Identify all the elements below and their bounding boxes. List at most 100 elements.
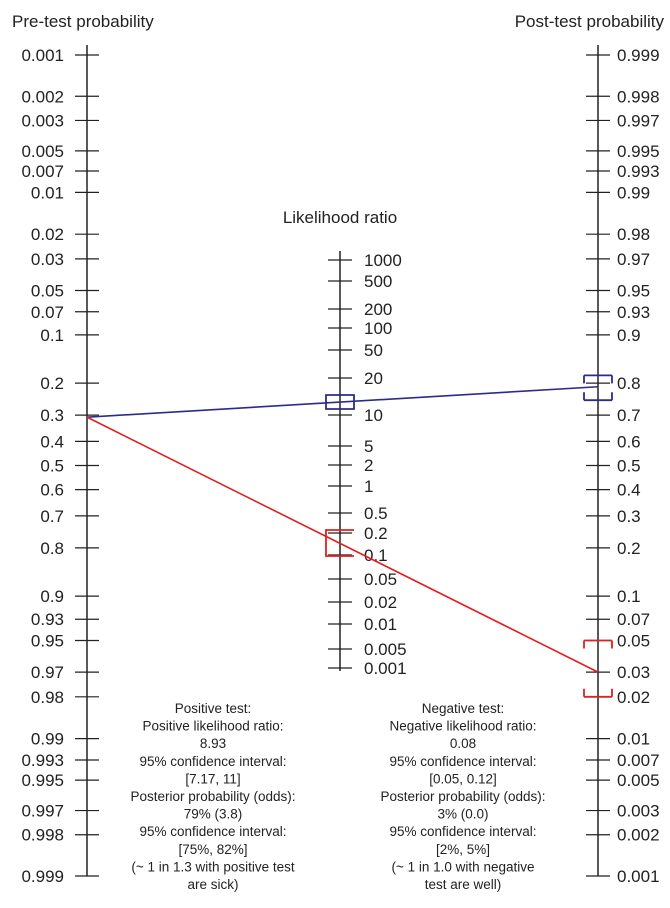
negative-test-summary: Negative test: Negative likelihood ratio:… <box>380 701 545 892</box>
positive-summary-line: 8.93 <box>200 736 226 751</box>
posttest-tick-label: 0.1 <box>617 587 641 606</box>
positive-lr-ci-bracket <box>325 394 355 410</box>
positive-summary-line: [75%, 82%] <box>178 842 247 857</box>
positive-summary-line: (~ 1 in 1.3 with positive test <box>131 859 294 874</box>
positive-summary-line: are sick) <box>187 877 238 892</box>
negative-summary-line: [0.05, 0.12] <box>429 771 497 786</box>
negative-summary-line: Negative likelihood ratio: <box>389 719 536 734</box>
pretest-tick-label: 0.03 <box>31 250 64 269</box>
lr-tick-label: 50 <box>364 341 383 360</box>
posttest-tick-label: 0.997 <box>617 111 660 130</box>
lr-tick-label: 0.1 <box>364 546 388 565</box>
negative-posttest-ci-bracket <box>583 639 613 698</box>
pretest-tick-label: 0.995 <box>21 771 64 790</box>
posttest-tick-label: 0.998 <box>617 87 660 106</box>
negative-summary-line: 0.08 <box>450 736 476 751</box>
positive-summary-line: Positive likelihood ratio: <box>142 719 283 734</box>
posttest-tick-label: 0.003 <box>617 802 660 821</box>
pretest-tick-label: 0.6 <box>40 481 64 500</box>
posttest-tick-label: 0.97 <box>617 250 650 269</box>
lr-tick-label: 0.01 <box>364 615 397 634</box>
pretest-tick-label: 0.999 <box>21 867 64 886</box>
positive-posttest-ci-bracket <box>583 374 613 402</box>
lr-tick-label: 0.001 <box>364 659 407 678</box>
negative-test-line <box>86 416 599 673</box>
lr-tick-label: 500 <box>364 272 392 291</box>
posttest-tick-label: 0.999 <box>617 46 660 65</box>
pretest-tick-label: 0.97 <box>31 663 64 682</box>
negative-summary-line: test are well) <box>425 877 502 892</box>
lr-tick-label: 0.5 <box>364 504 388 523</box>
posttest-tick-label: 0.993 <box>617 162 660 181</box>
posttest-tick-label: 0.6 <box>617 432 641 451</box>
negative-summary-line: [2%, 5%] <box>436 842 490 857</box>
negative-summary-line: 95% confidence interval: <box>389 824 536 839</box>
positive-summary-line: Positive test: <box>175 701 252 716</box>
posttest-tick-label: 0.93 <box>617 303 650 322</box>
lr-tick-label: 0.005 <box>364 640 407 659</box>
posttest-tick-label: 0.05 <box>617 632 650 651</box>
pretest-tick-label: 0.98 <box>31 688 64 707</box>
series-layer <box>86 374 613 698</box>
pretest-tick-label: 0.4 <box>40 432 64 451</box>
negative-summary-line: 3% (0.0) <box>437 807 488 822</box>
posttest-tick-label: 0.9 <box>617 326 641 345</box>
posttest-tick-label: 0.07 <box>617 610 650 629</box>
positive-test-line <box>86 385 599 418</box>
positive-summary-line: Posterior probability (odds): <box>130 789 295 804</box>
positive-summary-line: 95% confidence interval: <box>139 824 286 839</box>
pretest-tick-label: 0.997 <box>21 802 64 821</box>
pretest-tick-label: 0.993 <box>21 751 64 770</box>
pretest-tick-label: 0.02 <box>31 225 64 244</box>
pretest-tick-label: 0.9 <box>40 587 64 606</box>
pretest-tick-label: 0.07 <box>31 303 64 322</box>
posttest-tick-label: 0.5 <box>617 457 641 476</box>
positive-summary-line: [7.17, 11] <box>185 771 240 786</box>
pretest-tick-label: 0.998 <box>21 826 64 845</box>
pretest-tick-label: 0.01 <box>31 183 64 202</box>
posttest-tick-label: 0.03 <box>617 663 650 682</box>
lr-tick-label: 1 <box>364 477 373 496</box>
pretest-tick-label: 0.001 <box>21 46 64 65</box>
negative-summary-line: (~ 1 in 1.0 with negative <box>392 859 535 874</box>
posttest-tick-label: 0.007 <box>617 751 660 770</box>
negative-summary-line: Posterior probability (odds): <box>380 789 545 804</box>
lr-tick-label: 100 <box>364 319 392 338</box>
positive-summary-line: 95% confidence interval: <box>139 754 286 769</box>
posttest-tick-label: 0.4 <box>617 481 641 500</box>
posttest-tick-label: 0.005 <box>617 771 660 790</box>
pretest-tick-label: 0.7 <box>40 507 64 526</box>
posttest-tick-label: 0.01 <box>617 730 650 749</box>
pretest-tick-label: 0.8 <box>40 539 64 558</box>
positive-test-summary: Positive test: Positive likelihood ratio:… <box>130 701 295 892</box>
lr-tick-label: 10 <box>364 406 383 425</box>
posttest-tick-label: 0.99 <box>617 183 650 202</box>
pretest-tick-label: 0.1 <box>40 326 64 345</box>
negative-lr-ci-bracket <box>325 529 354 557</box>
posttest-tick-label: 0.8 <box>617 374 641 393</box>
pretest-tick-label: 0.93 <box>31 610 64 629</box>
lr-tick-label: 5 <box>364 437 373 456</box>
pretest-tick-label: 0.005 <box>21 142 64 161</box>
pretest-tick-label: 0.007 <box>21 162 64 181</box>
pretest-tick-label: 0.2 <box>40 374 64 393</box>
posttest-tick-label: 0.3 <box>617 507 641 526</box>
posttest-tick-label: 0.02 <box>617 688 650 707</box>
pretest-tick-label: 0.003 <box>21 111 64 130</box>
lr-tick-label: 0.05 <box>364 570 397 589</box>
lr-tick-label: 20 <box>364 369 383 388</box>
lr-tick-label: 1000 <box>364 251 402 270</box>
pretest-axis-title: Pre-test probability <box>12 12 154 31</box>
lr-axis-title: Likelihood ratio <box>283 208 397 227</box>
positive-summary-line: 79% (3.8) <box>184 807 243 822</box>
posttest-tick-label: 0.2 <box>617 539 641 558</box>
posttest-tick-label: 0.001 <box>617 867 660 886</box>
posttest-tick-label: 0.95 <box>617 281 650 300</box>
lr-tick-label: 200 <box>364 300 392 319</box>
pretest-tick-label: 0.99 <box>31 730 64 749</box>
pretest-tick-label: 0.05 <box>31 281 64 300</box>
